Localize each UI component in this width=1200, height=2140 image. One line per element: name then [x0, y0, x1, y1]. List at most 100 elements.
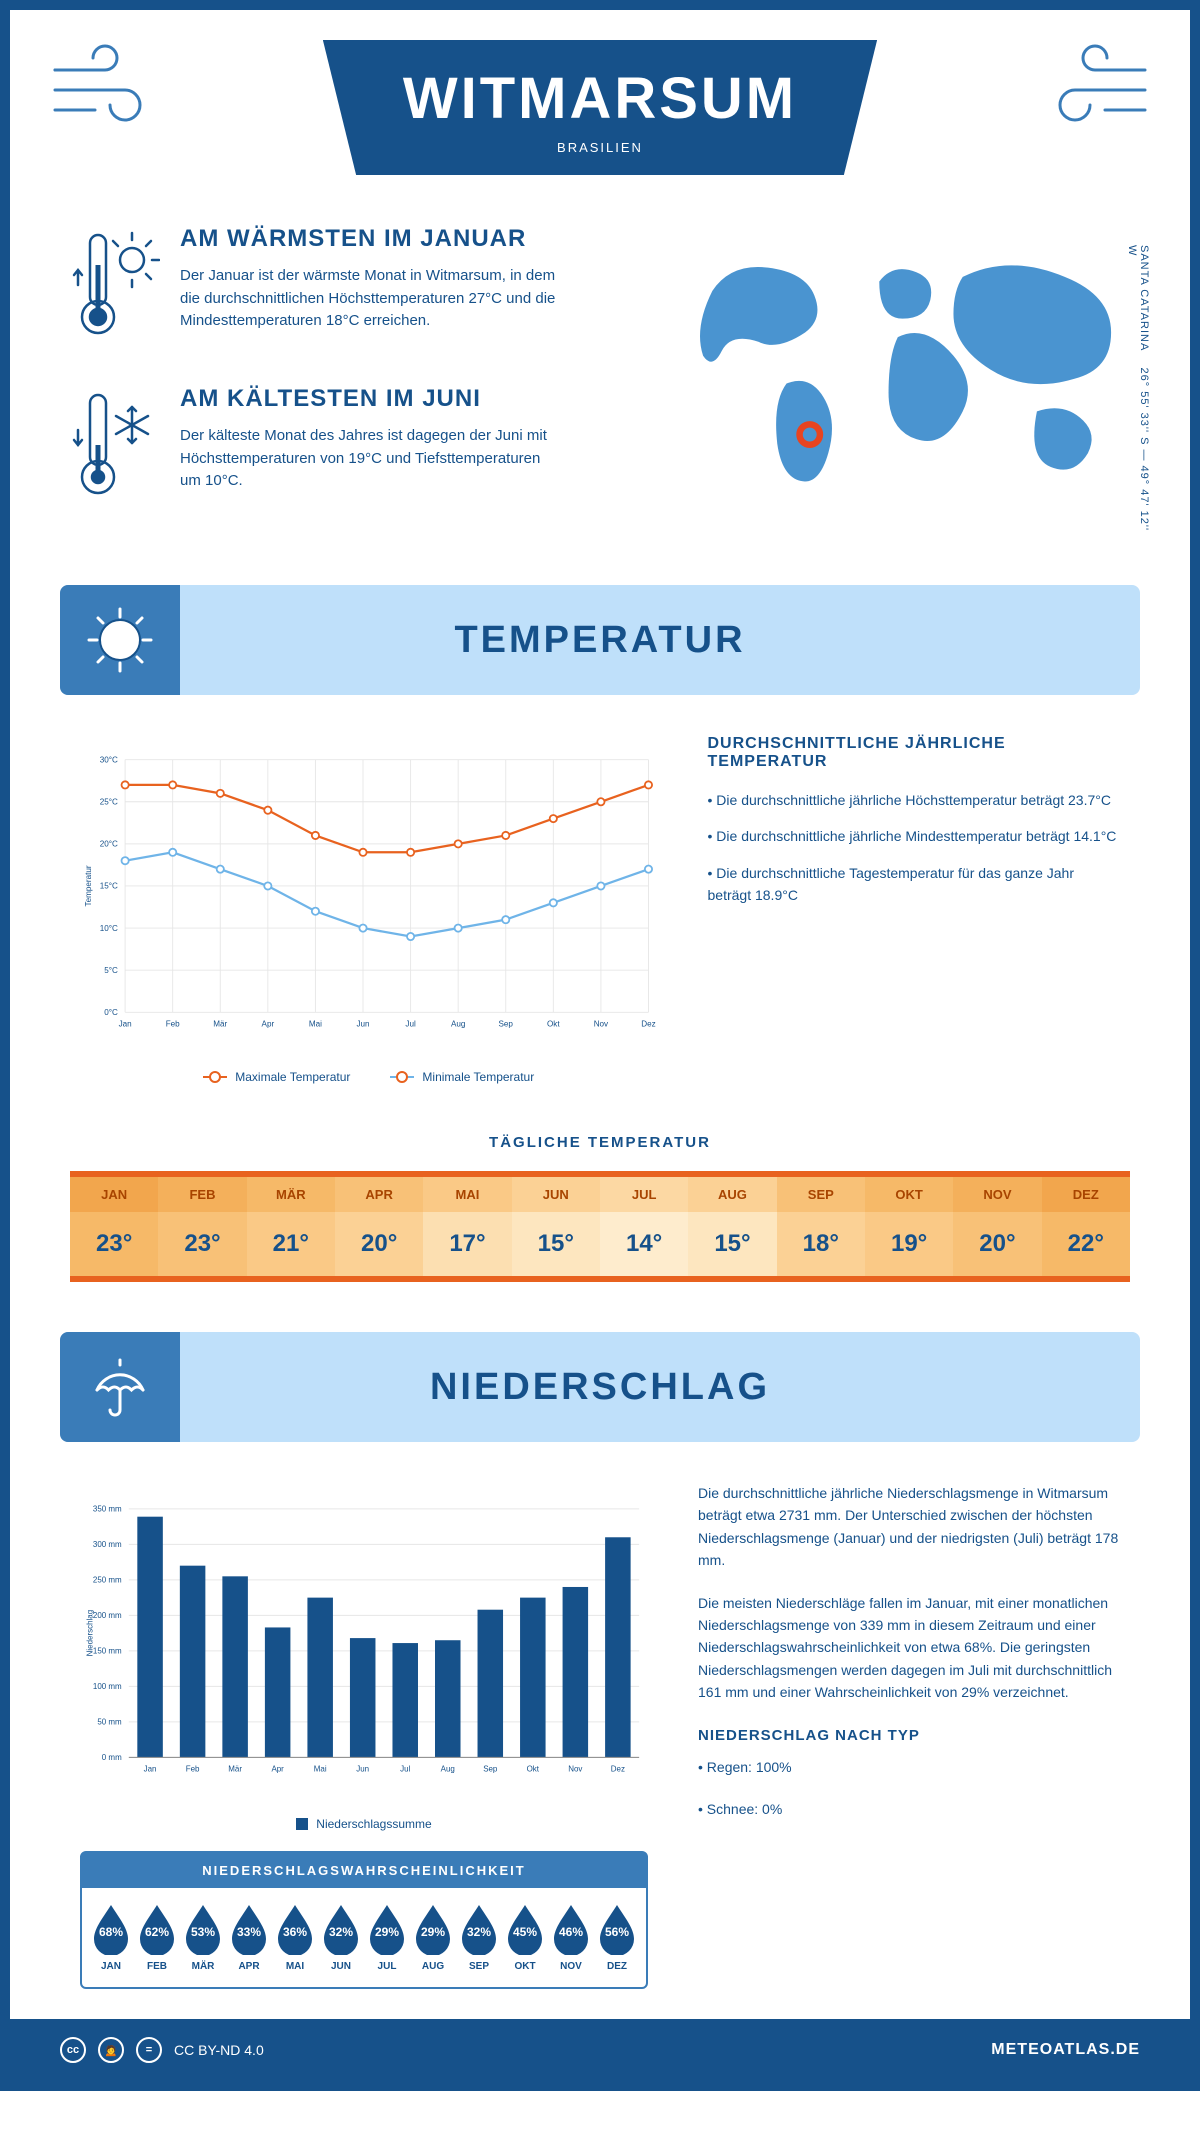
daily-temp-cell: SEP 18°: [777, 1177, 865, 1276]
svg-text:5°C: 5°C: [104, 966, 118, 975]
precipitation-section-header: NIEDERSCHLAG: [60, 1332, 1140, 1442]
svg-text:0°C: 0°C: [104, 1008, 118, 1017]
svg-text:Apr: Apr: [271, 1765, 284, 1774]
svg-text:Feb: Feb: [166, 1020, 180, 1029]
daily-temp-cell: OKT 19°: [865, 1177, 953, 1276]
thermometer-sun-icon: [70, 225, 160, 345]
temp-info-bullet: • Die durchschnittliche jährliche Höchst…: [708, 789, 1121, 811]
temperature-line-chart: 0°C5°C10°C15°C20°C25°C30°CJanFebMärAprMa…: [80, 735, 658, 1084]
svg-text:Nov: Nov: [594, 1020, 609, 1029]
license-block: cc 🙍 = CC BY-ND 4.0: [60, 2037, 264, 2063]
svg-text:Apr: Apr: [262, 1020, 275, 1029]
svg-text:Mai: Mai: [309, 1020, 322, 1029]
precip-prob-cell: 33% APR: [228, 1903, 270, 1972]
raindrop-icon: 56%: [596, 1903, 638, 1955]
temperature-info: DURCHSCHNITTLICHE JÄHRLICHE TEMPERATUR •…: [708, 735, 1121, 1084]
svg-text:350 mm: 350 mm: [93, 1505, 122, 1514]
raindrop-icon: 45%: [504, 1903, 546, 1955]
wind-icon-left: [50, 40, 170, 130]
footer: cc 🙍 = CC BY-ND 4.0 METEOATLAS.DE: [10, 2019, 1190, 2081]
raindrop-icon: 53%: [182, 1903, 224, 1955]
svg-text:Sep: Sep: [499, 1020, 514, 1029]
raindrop-icon: 68%: [90, 1903, 132, 1955]
precip-prob-cell: 29% AUG: [412, 1903, 454, 1972]
precip-prob-cell: 32% JUN: [320, 1903, 362, 1972]
daily-temp-cell: MAI 17°: [423, 1177, 511, 1276]
site-name: METEOATLAS.DE: [991, 2041, 1140, 2059]
raindrop-icon: 62%: [136, 1903, 178, 1955]
section-title-precipitation: NIEDERSCHLAG: [180, 1366, 1140, 1409]
warmest-title: AM WÄRMSTEN IM JANUAR: [180, 225, 560, 253]
precip-prob-cell: 62% FEB: [136, 1903, 178, 1972]
svg-text:Dez: Dez: [641, 1020, 655, 1029]
raindrop-icon: 29%: [412, 1903, 454, 1955]
precipitation-chart-legend: Niederschlagssumme: [80, 1817, 648, 1831]
thermometer-snow-icon: [70, 385, 160, 505]
precip-type-item: • Schnee: 0%: [698, 1798, 1120, 1820]
page-container: WITMARSUM BRASILIEN: [0, 0, 1200, 2091]
svg-text:25°C: 25°C: [100, 797, 118, 806]
daily-temp-cell: JUN 15°: [512, 1177, 600, 1276]
title-block: WITMARSUM BRASILIEN: [323, 40, 877, 175]
svg-text:Jun: Jun: [356, 1020, 369, 1029]
daily-temp-cell: APR 20°: [335, 1177, 423, 1276]
svg-text:Mär: Mär: [228, 1765, 242, 1774]
svg-text:Aug: Aug: [441, 1765, 455, 1774]
raindrop-icon: 36%: [274, 1903, 316, 1955]
temp-info-title: DURCHSCHNITTLICHE JÄHRLICHE TEMPERATUR: [708, 735, 1121, 771]
precip-prob-cell: 32% SEP: [458, 1903, 500, 1972]
cc-icon: cc: [60, 2037, 86, 2063]
daily-temperature-table: TÄGLICHE TEMPERATUR JAN 23° FEB 23° MÄR …: [10, 1114, 1190, 1332]
daily-temp-cell: AUG 15°: [688, 1177, 776, 1276]
world-map-icon: [666, 225, 1130, 505]
precipitation-bar-chart: 0 mm50 mm100 mm150 mm200 mm250 mm300 mm3…: [80, 1482, 648, 1802]
sun-icon: [60, 585, 180, 695]
daily-temp-cell: MÄR 21°: [247, 1177, 335, 1276]
svg-text:150 mm: 150 mm: [93, 1647, 122, 1656]
raindrop-icon: 46%: [550, 1903, 592, 1955]
umbrella-icon: [60, 1332, 180, 1442]
raindrop-icon: 29%: [366, 1903, 408, 1955]
precip-prob-cell: 45% OKT: [504, 1903, 546, 1972]
svg-text:Jul: Jul: [400, 1765, 410, 1774]
svg-text:Feb: Feb: [186, 1765, 200, 1774]
svg-text:Aug: Aug: [451, 1020, 465, 1029]
precip-prob-cell: 56% DEZ: [596, 1903, 638, 1972]
svg-text:Sep: Sep: [483, 1765, 498, 1774]
coldest-text: Der kälteste Monat des Jahres ist dagege…: [180, 425, 560, 493]
svg-text:250 mm: 250 mm: [93, 1576, 122, 1585]
svg-text:300 mm: 300 mm: [93, 1540, 122, 1549]
svg-text:200 mm: 200 mm: [93, 1611, 122, 1620]
precipitation-text: Die durchschnittliche jährliche Niedersc…: [698, 1482, 1120, 1989]
temp-info-bullet: • Die durchschnittliche Tagestemperatur …: [708, 862, 1121, 907]
svg-text:Nov: Nov: [568, 1765, 582, 1774]
svg-text:0 mm: 0 mm: [102, 1753, 122, 1762]
intro-left: AM WÄRMSTEN IM JANUAR Der Januar ist der…: [70, 225, 626, 545]
precip-prob-cell: 36% MAI: [274, 1903, 316, 1972]
precip-prob-cell: 53% MÄR: [182, 1903, 224, 1972]
daily-temp-cell: NOV 20°: [953, 1177, 1041, 1276]
coldest-block: AM KÄLTESTEN IM JUNI Der kälteste Monat …: [70, 385, 626, 505]
svg-text:Mai: Mai: [314, 1765, 327, 1774]
svg-text:Okt: Okt: [547, 1020, 560, 1029]
precip-type-title: NIEDERSCHLAG NACH TYP: [698, 1724, 1120, 1748]
precip-prob-cell: 68% JAN: [90, 1903, 132, 1972]
svg-text:10°C: 10°C: [100, 924, 118, 933]
precip-prob-cell: 46% NOV: [550, 1903, 592, 1972]
daily-temp-cell: DEZ 22°: [1042, 1177, 1130, 1276]
temperature-section-header: TEMPERATUR: [60, 585, 1140, 695]
svg-text:Jan: Jan: [144, 1765, 157, 1774]
intro-section: AM WÄRMSTEN IM JANUAR Der Januar ist der…: [10, 195, 1190, 585]
coordinates-label: SANTA CATARINA 26° 55' 33'' S — 49° 47' …: [1126, 245, 1150, 545]
svg-text:Jun: Jun: [356, 1765, 369, 1774]
raindrop-icon: 33%: [228, 1903, 270, 1955]
temp-info-bullet: • Die durchschnittliche jährliche Mindes…: [708, 825, 1121, 847]
daily-temp-cell: JAN 23°: [70, 1177, 158, 1276]
daily-temp-cell: JUL 14°: [600, 1177, 688, 1276]
precip-type-item: • Regen: 100%: [698, 1756, 1120, 1778]
coldest-title: AM KÄLTESTEN IM JUNI: [180, 385, 560, 413]
precip-prob-title: NIEDERSCHLAGSWAHRSCHEINLICHKEIT: [82, 1853, 646, 1888]
precip-paragraph: Die meisten Niederschläge fallen im Janu…: [698, 1592, 1120, 1704]
warmest-block: AM WÄRMSTEN IM JANUAR Der Januar ist der…: [70, 225, 626, 345]
precipitation-content: 0 mm50 mm100 mm150 mm200 mm250 mm300 mm3…: [10, 1442, 1190, 2019]
